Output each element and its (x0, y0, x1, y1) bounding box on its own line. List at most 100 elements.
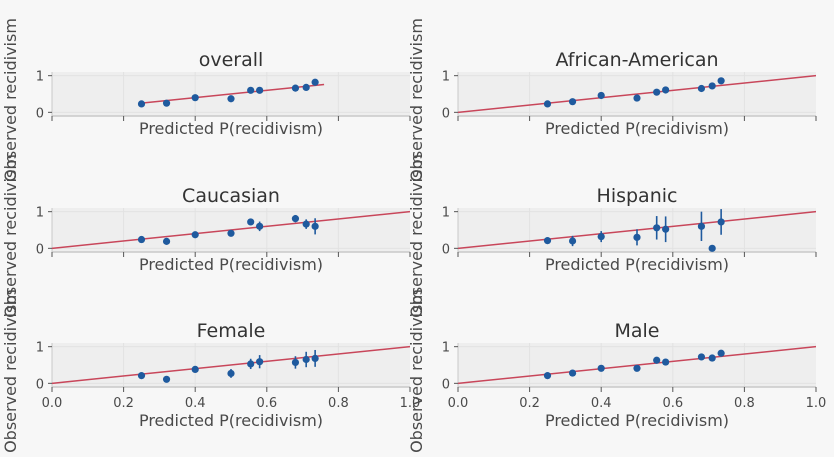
data-point (543, 237, 552, 245)
data-point (291, 358, 300, 367)
data-point (662, 358, 670, 366)
y-axis-label: Observed recidivism (407, 154, 426, 318)
x-tick-label: 1.0 (806, 396, 827, 411)
data-point (191, 231, 199, 239)
data-point (708, 244, 716, 252)
data-point (311, 78, 319, 86)
y-tick-label: 0 (442, 242, 450, 257)
data-point (597, 364, 605, 372)
data-point (137, 100, 146, 108)
x-axis-label: Predicted P(recidivism) (139, 411, 323, 430)
subplot-0: 0 1 overall Predicted P(recidivism) Observed… (1, 18, 411, 182)
data-point (568, 98, 577, 106)
subplot-title: African-American (555, 49, 718, 71)
subplot-3: 0 1 Hispanic Predicted P(recidivism) Observe… (407, 154, 817, 318)
data-point (162, 237, 171, 245)
subplot-4: 0.0 0.2 0.4 0.6 0.8 1.0 0 1 Female Predicted P(re… (1, 289, 420, 453)
y-tick-label: 1 (442, 206, 450, 221)
x-axis-label: Predicted P(recidivism) (139, 255, 323, 274)
data-point (568, 369, 577, 377)
x-axis-label: Predicted P(recidivism) (545, 255, 729, 274)
data-point (717, 77, 725, 85)
data-point (697, 353, 706, 361)
y-tick-label: 1 (36, 70, 44, 85)
data-point (568, 237, 577, 245)
y-axis-label: Observed recidivism (1, 18, 20, 182)
subplot-title: Male (614, 320, 659, 342)
data-point (697, 222, 706, 230)
subplot-title: Hispanic (597, 185, 678, 207)
x-tick-label: 0.4 (591, 396, 612, 411)
y-axis-label: Observed recidivism (407, 18, 426, 182)
x-tick-label: 0.4 (185, 396, 206, 411)
data-point (543, 100, 552, 108)
x-tick-label: 0.2 (519, 396, 540, 411)
x-tick-label: 0.0 (42, 396, 63, 411)
subplot-5: 0.0 0.2 0.4 0.6 0.8 1.0 0 1 Male Predicted P(reci… (407, 289, 826, 453)
data-point (227, 229, 235, 237)
subplot-1: 0 1 African-American Predicted P(recidivism… (407, 18, 817, 182)
data-point (227, 95, 235, 103)
data-point (162, 375, 171, 383)
x-axis-label: Predicted P(recidivism) (545, 411, 729, 430)
data-point (717, 349, 725, 357)
x-tick-label: 0.0 (448, 396, 469, 411)
y-tick-label: 0 (36, 106, 44, 121)
y-tick-label: 1 (442, 70, 450, 85)
y-tick-label: 1 (36, 206, 44, 221)
data-point (633, 364, 641, 372)
data-point (653, 224, 661, 232)
y-tick-label: 0 (36, 242, 44, 257)
data-point (717, 218, 725, 226)
data-point (247, 86, 255, 94)
data-point (633, 233, 641, 241)
subplot-title: overall (199, 49, 264, 71)
data-point (708, 354, 716, 362)
data-point (311, 354, 319, 362)
x-tick-label: 0.8 (734, 396, 755, 411)
x-axis-label: Predicted P(recidivism) (139, 119, 323, 138)
x-tick-label: 0.6 (662, 396, 683, 411)
subplot-title: Caucasian (182, 185, 280, 207)
x-axis-label: Predicted P(recidivism) (545, 119, 729, 138)
data-point (597, 91, 605, 100)
y-axis-label: Observed recidivism (1, 154, 20, 318)
data-point (137, 372, 146, 380)
x-tick-label: 0.6 (256, 396, 277, 411)
data-point (256, 222, 264, 230)
y-axis-label: Observed recidivism (407, 289, 426, 453)
data-point (291, 84, 300, 92)
reference-line (52, 345, 410, 385)
data-point (633, 94, 641, 102)
data-point (662, 225, 670, 233)
subplot-2: 0 1 Caucasian Predicted P(recidivism) Observ… (1, 154, 411, 318)
subplot-title: Female (197, 320, 266, 342)
data-point (543, 372, 552, 380)
data-point (227, 369, 235, 378)
reference-line (458, 74, 816, 114)
data-point (162, 99, 171, 107)
data-point (662, 86, 670, 94)
x-tick-label: 0.8 (328, 396, 349, 411)
data-point (302, 220, 310, 228)
y-axis-label: Observed recidivism (1, 289, 20, 453)
x-tick-label: 1.0 (400, 396, 421, 411)
data-point (311, 222, 319, 230)
data-point (653, 356, 661, 364)
data-point (256, 358, 264, 366)
data-point (137, 235, 146, 244)
data-point (697, 84, 706, 93)
data-point (247, 218, 255, 226)
y-tick-label: 0 (442, 377, 450, 392)
y-tick-label: 1 (442, 341, 450, 356)
data-point (708, 82, 716, 90)
x-tick-label: 0.2 (113, 396, 134, 411)
y-tick-label: 0 (442, 106, 450, 121)
data-point (191, 94, 199, 102)
data-point (302, 83, 310, 91)
data-point (597, 233, 605, 241)
data-point (653, 88, 661, 96)
data-point (191, 365, 199, 373)
data-point (256, 86, 264, 94)
